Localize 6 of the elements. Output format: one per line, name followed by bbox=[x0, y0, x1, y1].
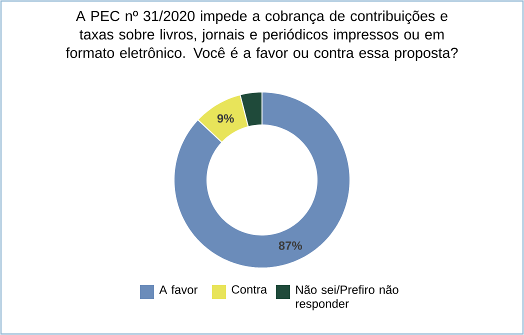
legend-label: Contra bbox=[232, 285, 268, 294]
legend-label: A favor bbox=[159, 285, 198, 294]
data-label: 9% bbox=[217, 114, 234, 123]
legend-label: Não sei/Prefiro não responder bbox=[296, 285, 398, 310]
data-label: 87% bbox=[278, 241, 302, 250]
chart-title: A PEC nº 31/2020 impede a cobrança de contribuições e taxas sobre livros, jornais e periódicos impressos ou em formato eletrônico. Você é a favor ou contra essa proposta? bbox=[66, 10, 458, 61]
